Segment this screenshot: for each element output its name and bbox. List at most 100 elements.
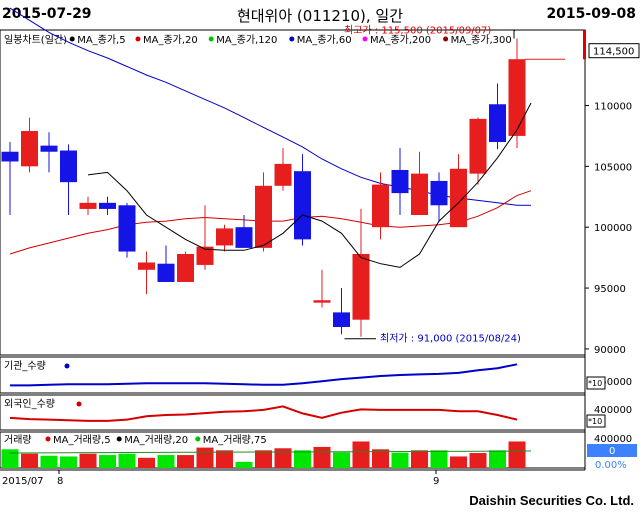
candle-body [411, 173, 428, 216]
y-tick-label: 90000 [594, 345, 626, 356]
legend-swatch [289, 36, 295, 42]
volume-bar [391, 452, 409, 468]
foreign-unit-box [586, 414, 606, 428]
candle-body [1, 151, 19, 162]
legend-swatch [362, 36, 368, 42]
candle-body [469, 118, 487, 174]
volume-value: 0 [609, 446, 615, 457]
candle-body [235, 227, 253, 248]
volume-value-box [587, 444, 637, 457]
legend-item: MA_종가,300 [451, 34, 512, 46]
legend-item: MA_종가,5 [77, 34, 125, 46]
volume-bar [411, 450, 428, 468]
foreign-panel-label: 외국인_수량 [4, 398, 55, 410]
volume-bar [21, 453, 38, 468]
candle-body [372, 184, 389, 228]
chart-title: 현대위아 (011210), 일간 [236, 7, 404, 25]
legend-item: MA_종가,20 [143, 34, 198, 46]
legend-item: MA_종가,60 [297, 34, 352, 46]
x-axis-label: 2015/07 [2, 476, 44, 487]
candle-body [21, 131, 38, 167]
candle-body [255, 185, 272, 248]
start-date: 2015-07-29 [2, 6, 92, 22]
ma20-line-tail [516, 190, 532, 197]
candle-body [177, 253, 194, 282]
volume-legend-swatch [195, 436, 201, 442]
ma5-line [87, 129, 518, 268]
inst-unit-box [586, 376, 606, 390]
foreign-legend-swatch [76, 401, 82, 407]
volume-bar [196, 447, 214, 468]
y-tick-label: 100000 [594, 223, 632, 234]
volume-bar [469, 453, 487, 468]
candle-body [450, 168, 467, 228]
x-axis-label: 9 [433, 476, 439, 487]
candle-body [391, 169, 409, 194]
volume-panel-label: 거래량 [4, 434, 32, 446]
volume-legend-item: MA_거래량,75 [203, 434, 267, 446]
legend-swatch [69, 36, 75, 42]
candle-body [118, 205, 136, 252]
candle-body [274, 163, 292, 186]
foreign-unit: *10 [588, 417, 602, 426]
volume-bar [333, 452, 350, 468]
candle-body [294, 171, 311, 240]
volume-bar [255, 450, 272, 468]
footer-credit: Daishin Securities Co. Ltd. [469, 493, 634, 508]
volume-bar [40, 455, 58, 468]
volume-bar [372, 449, 389, 468]
volume-bar [489, 450, 506, 468]
legend-swatch [208, 36, 214, 42]
low-annotation: 최저가 : 91,000 (2015/08/24) [380, 333, 521, 345]
high-annotation: 최고가 : 115,500 (2015/09/07) [344, 25, 491, 37]
candle-body [79, 202, 97, 209]
inst-panel-label: 기관_수량 [4, 360, 46, 372]
volume-bar [508, 441, 526, 468]
volume-bar [177, 455, 194, 468]
chart-header: 2015-07-29 현대위아 (011210), 일간 2015-09-08 [0, 0, 640, 30]
volume-bar [313, 446, 331, 468]
volume-bar [118, 453, 136, 468]
volume-panel-frame [0, 431, 586, 469]
volume-legend-item: MA_거래량,5 [53, 434, 111, 446]
volume-bar [99, 455, 116, 468]
volume-bar [60, 456, 77, 468]
inst-tick: 550000 [594, 377, 632, 388]
volume-bar [157, 455, 175, 468]
price-panel-frame [0, 29, 586, 356]
foreign-tick: 400000 [594, 405, 632, 416]
foreign-panel-frame [0, 394, 586, 431]
price-range-marker [583, 30, 586, 60]
candle-body [60, 150, 77, 183]
candle-body [196, 246, 214, 265]
inst-panel-frame [0, 356, 586, 394]
volume-legend-swatch [116, 436, 122, 442]
candle-body [313, 300, 331, 303]
y-tick-label: 110000 [594, 101, 632, 112]
ma5-line-tail [516, 102, 532, 131]
volume-bar [352, 441, 370, 468]
volume-bar [216, 450, 233, 468]
foreign-line [9, 405, 518, 422]
candle-body [508, 59, 526, 136]
legend-swatch [443, 36, 449, 42]
x-axis-label: 8 [57, 476, 63, 487]
candle-body [333, 312, 350, 328]
last-price-box [588, 43, 640, 59]
volume-bar [79, 453, 97, 468]
legend-item: MA_종가,200 [370, 34, 431, 46]
inst-legend-swatch [64, 363, 70, 369]
volume-ma-line [9, 450, 532, 454]
legend-item: MA_종가,120 [216, 34, 277, 46]
legend-swatch [135, 36, 141, 42]
inst-unit: *10 [588, 379, 602, 388]
volume-pct: 0.00% [595, 460, 627, 471]
candle-body [430, 180, 448, 206]
y-tick-label: 105000 [594, 162, 632, 173]
volume-bar [294, 450, 311, 468]
volume-legend-item: MA_거래량,20 [124, 434, 188, 446]
candle-body [352, 253, 370, 320]
volume-bar [450, 456, 467, 468]
candle-body [99, 202, 116, 209]
